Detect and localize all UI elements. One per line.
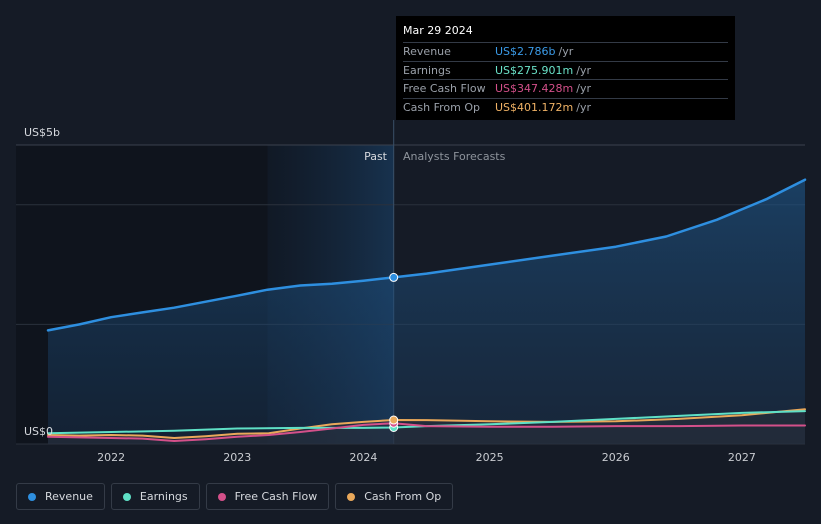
legend: Revenue Earnings Free Cash Flow Cash Fro… (16, 483, 454, 510)
tooltip-value: US$347.428m (495, 82, 574, 96)
legend-dot-icon (122, 492, 131, 501)
y-axis-top-label: US$5b (24, 126, 60, 139)
tooltip-row-revenue: Revenue US$2.786b /yr (403, 43, 728, 62)
x-tick-label: 2025 (476, 451, 504, 464)
tooltip-label: Revenue (403, 45, 451, 59)
tooltip-value: US$2.786b (495, 45, 556, 59)
tooltip-label: Cash From Op (403, 100, 481, 114)
legend-label: Cash From Op (364, 490, 442, 503)
x-tick-label: 2023 (223, 451, 251, 464)
legend-item-cash-from-op[interactable]: Cash From Op (335, 483, 454, 510)
legend-label: Earnings (139, 490, 188, 503)
tooltip-row-free-cash-flow: Free Cash Flow US$347.428m /yr (403, 80, 728, 99)
series-line-cash-from-op (47, 408, 806, 439)
x-tick-label: 2026 (602, 451, 630, 464)
past-label: Past (364, 150, 388, 163)
legend-item-earnings[interactable]: Earnings (110, 483, 200, 510)
tooltip-label: Earnings (403, 63, 451, 77)
legend-item-revenue[interactable]: Revenue (16, 483, 105, 510)
revenue-area (48, 179, 805, 444)
tooltip-row-earnings: Earnings US$275.901m /yr (403, 62, 728, 80)
tooltip-unit: /yr (576, 63, 591, 77)
tooltip-unit: /yr (576, 82, 591, 96)
tooltip-unit: /yr (558, 45, 574, 59)
x-tick-label: 2022 (97, 451, 125, 464)
y-axis-bottom-label: US$0 (24, 425, 53, 438)
legend-dot-icon (347, 492, 356, 501)
series-line-earnings (47, 410, 806, 435)
legend-dot-icon (28, 492, 36, 501)
series-line-free-cash-flow (47, 422, 806, 442)
legend-label: Revenue (45, 490, 93, 503)
tooltip-unit: /yr (576, 100, 591, 114)
tooltip-label: Free Cash Flow (403, 82, 486, 96)
data-point-cash-from-op (389, 415, 399, 425)
x-tick-label: 2027 (728, 451, 756, 464)
legend-item-free-cash-flow[interactable]: Free Cash Flow (205, 483, 330, 510)
tooltip-date: Mar 29 2024 (403, 24, 728, 43)
tooltip: Mar 29 2024 Revenue US$2.786b /yr Earnin… (396, 16, 735, 120)
x-tick-label: 2024 (349, 451, 377, 464)
tooltip-value: US$275.901m (495, 63, 574, 77)
tooltip-row-cash-from-op: Cash From Op US$401.172m /yr (403, 99, 728, 117)
legend-dot-icon (217, 492, 226, 501)
tooltip-value: US$401.172m (495, 100, 574, 114)
forecast-label: Analysts Forecasts (403, 150, 506, 163)
data-point-revenue (389, 272, 399, 282)
series-line-revenue (46, 178, 807, 332)
legend-label: Free Cash Flow (234, 490, 318, 503)
